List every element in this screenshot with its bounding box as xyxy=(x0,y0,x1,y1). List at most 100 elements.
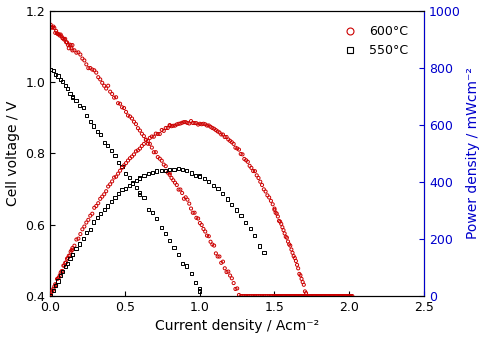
Point xyxy=(54,32,62,37)
Point xyxy=(153,168,161,174)
Point xyxy=(223,134,230,140)
Point xyxy=(196,173,204,179)
Point xyxy=(130,152,138,157)
Point xyxy=(178,120,186,125)
Point xyxy=(51,284,58,289)
Point xyxy=(260,250,268,255)
Point xyxy=(48,25,55,30)
Point xyxy=(246,226,254,232)
Point xyxy=(267,198,275,203)
Point xyxy=(55,32,63,37)
Point xyxy=(124,113,132,118)
Point xyxy=(110,175,118,180)
Point xyxy=(126,156,134,161)
Point xyxy=(67,42,74,48)
Point xyxy=(219,132,227,137)
Point xyxy=(47,292,54,297)
Point xyxy=(278,293,285,299)
Point xyxy=(48,289,55,295)
Point xyxy=(83,230,90,235)
Point xyxy=(285,242,293,247)
Point xyxy=(226,273,234,278)
Point xyxy=(69,245,76,251)
Point xyxy=(323,293,330,299)
Point xyxy=(132,178,140,184)
Point xyxy=(330,293,338,299)
Point xyxy=(228,140,236,145)
Point xyxy=(52,283,59,288)
Point xyxy=(178,190,186,196)
Point xyxy=(237,213,245,218)
Point xyxy=(320,293,328,299)
Point xyxy=(233,286,241,291)
Point xyxy=(314,293,322,299)
Point xyxy=(66,253,73,258)
Point xyxy=(308,293,315,299)
Point xyxy=(219,191,226,197)
Point xyxy=(209,182,217,188)
Point xyxy=(118,164,126,170)
Point xyxy=(90,219,98,225)
Point xyxy=(282,234,290,240)
Point xyxy=(57,270,65,275)
Point xyxy=(274,293,282,299)
Point xyxy=(291,255,299,261)
Point xyxy=(170,123,177,128)
Point xyxy=(94,75,102,80)
Point xyxy=(116,168,124,174)
Point xyxy=(265,293,273,299)
Point xyxy=(192,215,200,221)
Point xyxy=(183,263,191,269)
Point xyxy=(170,167,178,172)
Point xyxy=(144,171,152,176)
Point xyxy=(132,184,140,190)
Point xyxy=(156,131,164,137)
Point xyxy=(255,175,262,181)
Point xyxy=(208,125,216,131)
Point xyxy=(68,46,75,51)
Point xyxy=(233,146,241,151)
Point xyxy=(140,195,148,200)
Point xyxy=(242,220,249,225)
Point xyxy=(53,276,61,282)
Point xyxy=(63,256,71,261)
Point xyxy=(134,125,142,131)
Point xyxy=(200,226,208,232)
Point xyxy=(107,199,115,204)
Point xyxy=(64,255,72,261)
Point xyxy=(148,134,156,139)
Point xyxy=(205,179,213,184)
Point xyxy=(285,293,293,299)
Point xyxy=(76,52,84,57)
Point xyxy=(166,123,174,128)
Point xyxy=(212,127,220,133)
Point xyxy=(284,239,292,244)
Point xyxy=(104,143,112,148)
Point xyxy=(162,163,170,169)
Point xyxy=(74,236,82,241)
Point xyxy=(301,293,309,299)
Point xyxy=(319,293,327,299)
Point xyxy=(76,102,84,108)
Point xyxy=(253,293,260,299)
Point xyxy=(314,331,322,336)
Point xyxy=(76,241,84,247)
Point xyxy=(160,162,168,167)
Point xyxy=(214,297,222,302)
Point xyxy=(187,170,195,176)
Point xyxy=(249,293,257,299)
Point xyxy=(271,293,278,299)
Point xyxy=(94,200,102,206)
Point xyxy=(187,271,195,276)
Point xyxy=(100,83,108,88)
Point xyxy=(150,134,158,139)
Point xyxy=(273,293,280,299)
Point xyxy=(54,73,62,79)
Point xyxy=(106,89,114,94)
Point xyxy=(271,206,278,211)
Point xyxy=(267,293,275,299)
Point xyxy=(118,104,126,110)
Point xyxy=(64,42,72,48)
Point xyxy=(146,141,154,146)
Point xyxy=(278,293,286,299)
